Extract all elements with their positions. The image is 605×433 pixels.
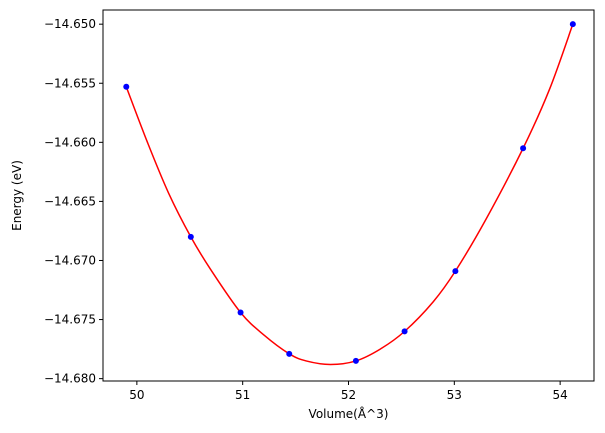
data-point: [237, 309, 244, 316]
data-point: [352, 357, 359, 364]
y-tick-label: −14.670: [44, 253, 96, 267]
data-point: [520, 145, 527, 152]
y-tick-label: −14.675: [44, 313, 96, 327]
y-axis: −14.650 −14.655 −14.660 −14.665 −14.670 −14.6…: [44, 17, 103, 386]
x-axis-label: Volume(Å^3): [309, 406, 389, 421]
x-tick-label: 50: [129, 388, 144, 402]
data-point: [569, 21, 576, 28]
y-axis-label: Energy (eV): [10, 160, 24, 231]
data-point: [286, 350, 293, 357]
x-axis: 50 51 52 53 54: [129, 381, 568, 402]
data-point: [401, 328, 408, 335]
data-point: [187, 233, 194, 240]
x-tick-label: 54: [552, 388, 567, 402]
x-tick-label: 52: [341, 388, 356, 402]
y-tick-label: −14.680: [44, 372, 96, 386]
y-tick-label: −14.660: [44, 135, 96, 149]
x-tick-label: 51: [235, 388, 250, 402]
data-point: [452, 268, 459, 275]
y-tick-label: −14.655: [44, 76, 96, 90]
x-tick-label: 53: [447, 388, 462, 402]
data-point: [123, 83, 130, 90]
y-tick-label: −14.665: [44, 194, 96, 208]
plot-area: [123, 21, 576, 366]
y-tick-label: −14.650: [44, 17, 96, 31]
